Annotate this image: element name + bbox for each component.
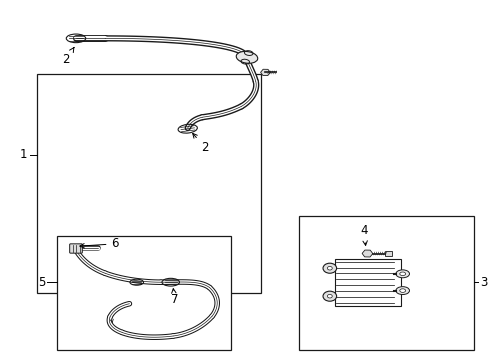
- Ellipse shape: [396, 287, 410, 294]
- Bar: [299, 216, 474, 350]
- Bar: [385, 251, 392, 256]
- Bar: [335, 259, 401, 306]
- Text: 5: 5: [38, 276, 46, 289]
- Bar: [56, 235, 231, 350]
- Ellipse shape: [323, 291, 337, 301]
- Ellipse shape: [327, 266, 332, 270]
- FancyBboxPatch shape: [70, 244, 82, 253]
- Text: 7: 7: [171, 289, 178, 306]
- Ellipse shape: [323, 263, 337, 273]
- Text: 2: 2: [193, 134, 208, 154]
- Ellipse shape: [400, 289, 406, 292]
- Text: 1: 1: [20, 148, 27, 161]
- Ellipse shape: [400, 272, 406, 276]
- Ellipse shape: [396, 270, 410, 278]
- Text: 2: 2: [63, 48, 74, 66]
- Bar: [37, 74, 261, 293]
- Text: 3: 3: [481, 276, 488, 289]
- Text: 4: 4: [360, 224, 368, 246]
- Ellipse shape: [236, 51, 258, 63]
- Text: 6: 6: [80, 237, 119, 250]
- Ellipse shape: [327, 294, 332, 298]
